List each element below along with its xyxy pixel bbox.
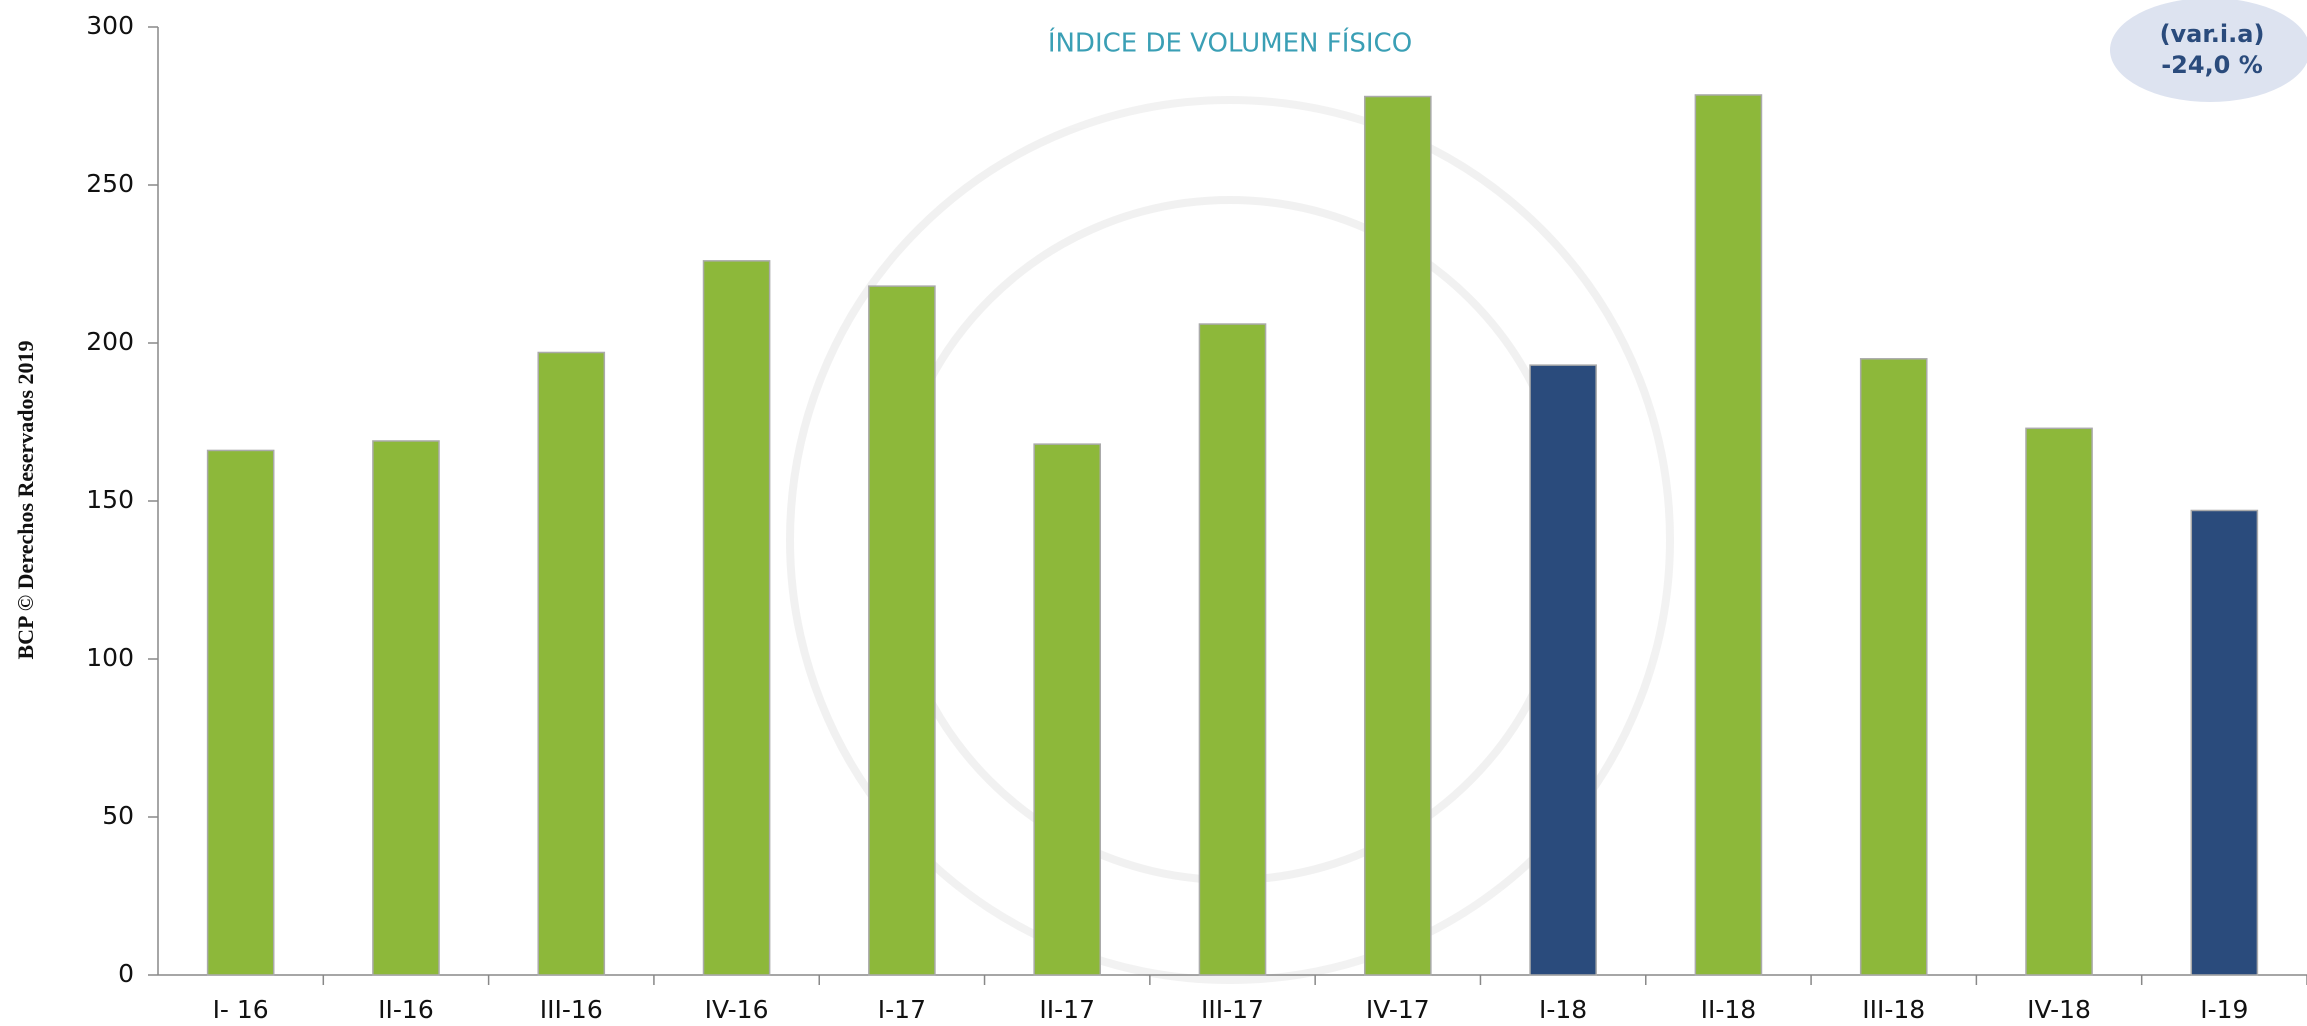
bar	[1363, 95, 1432, 976]
side-note: BCP © Derechos Reservados 2019	[13, 340, 38, 659]
bar	[206, 449, 275, 976]
x-tick-label: III-16	[540, 995, 603, 1024]
bar	[702, 260, 771, 976]
y-tick-label: 150	[86, 485, 134, 514]
y-tick-label: 0	[118, 959, 134, 988]
x-tick-label: I-17	[878, 995, 926, 1024]
x-tick-label: II-17	[1039, 995, 1095, 1024]
y-tick-label: 300	[86, 11, 134, 40]
bar	[537, 351, 606, 976]
x-tick-label: II-18	[1701, 995, 1757, 1024]
x-tick-label: I-18	[1539, 995, 1587, 1024]
annotation: -24,0 %	[2161, 51, 2263, 79]
y-tick-label: 100	[86, 643, 134, 672]
y-tick-label: 250	[86, 169, 134, 198]
x-tick-label: III-17	[1201, 995, 1264, 1024]
chart-title: ÍNDICE DE VOLUMEN FÍSICO	[1048, 27, 1412, 59]
x-tick-label: II-16	[378, 995, 434, 1024]
bar	[2190, 509, 2259, 976]
bar	[1859, 358, 1928, 976]
x-tick-label: IV-16	[705, 995, 769, 1024]
annotation: (var.i.a)	[2160, 20, 2265, 48]
x-tick-label: I- 16	[213, 995, 269, 1024]
bar	[868, 285, 936, 976]
bar	[1694, 94, 1763, 976]
x-tick-label: I-19	[2200, 995, 2248, 1024]
bar	[1529, 364, 1597, 976]
y-tick-label: 200	[86, 327, 134, 356]
x-tick-label: IV-18	[2027, 995, 2091, 1024]
bar	[1033, 443, 1102, 976]
bar	[372, 440, 440, 976]
x-tick-label: III-18	[1862, 995, 1925, 1024]
bar	[1198, 323, 1267, 976]
bar	[2025, 427, 2093, 976]
y-tick-label: 50	[102, 801, 134, 830]
x-tick-label: IV-17	[1366, 995, 1430, 1024]
annotation-bubble	[2110, 0, 2307, 102]
